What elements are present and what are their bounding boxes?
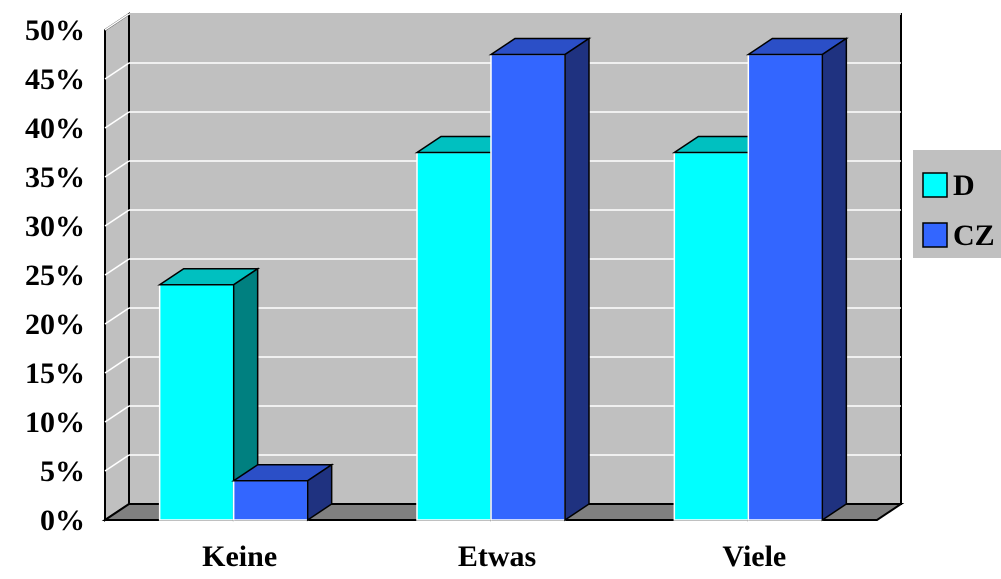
- legend-label: CZ: [953, 219, 995, 252]
- y-tick-label: 15%: [25, 357, 85, 390]
- y-tick-label: 0%: [40, 504, 85, 537]
- gridline: [104, 209, 130, 227]
- x-category-label: Etwas: [458, 540, 536, 573]
- y-axis-ticks: 0% 5% 10% 15% 20% 25% 30% 35% 40% 45% 50%: [25, 14, 85, 537]
- gridline: [104, 62, 130, 80]
- gridline: [104, 13, 130, 31]
- bars: [157, 37, 849, 522]
- legend: D CZ: [913, 150, 1001, 258]
- gridline: [104, 307, 130, 325]
- gridline: [104, 258, 130, 276]
- y-tick-label: 5%: [40, 455, 85, 488]
- y-tick-label: 50%: [25, 14, 85, 47]
- x-axis-categories: Keine Etwas Viele: [202, 540, 786, 573]
- y-tick-label: 10%: [25, 406, 85, 439]
- gridline: [104, 111, 130, 129]
- legend-label: D: [953, 169, 975, 202]
- y-tick-label: 30%: [25, 210, 85, 243]
- legend-swatch: [922, 222, 948, 248]
- gridline: [104, 405, 130, 423]
- x-category-label: Viele: [722, 540, 786, 573]
- y-tick-label: 45%: [25, 63, 85, 96]
- bar: [745, 37, 849, 522]
- gridline: [104, 454, 130, 472]
- legend-swatch: [922, 172, 948, 198]
- gridline: [104, 160, 130, 178]
- y-tick-label: 40%: [25, 112, 85, 145]
- bar: [231, 463, 335, 522]
- gridline: [104, 356, 130, 374]
- y-tick-label: 35%: [25, 161, 85, 194]
- y-tick-label: 20%: [25, 308, 85, 341]
- bar: [157, 267, 261, 522]
- bar: [488, 37, 592, 522]
- y-tick-label: 25%: [25, 259, 85, 292]
- x-category-label: Keine: [202, 540, 277, 573]
